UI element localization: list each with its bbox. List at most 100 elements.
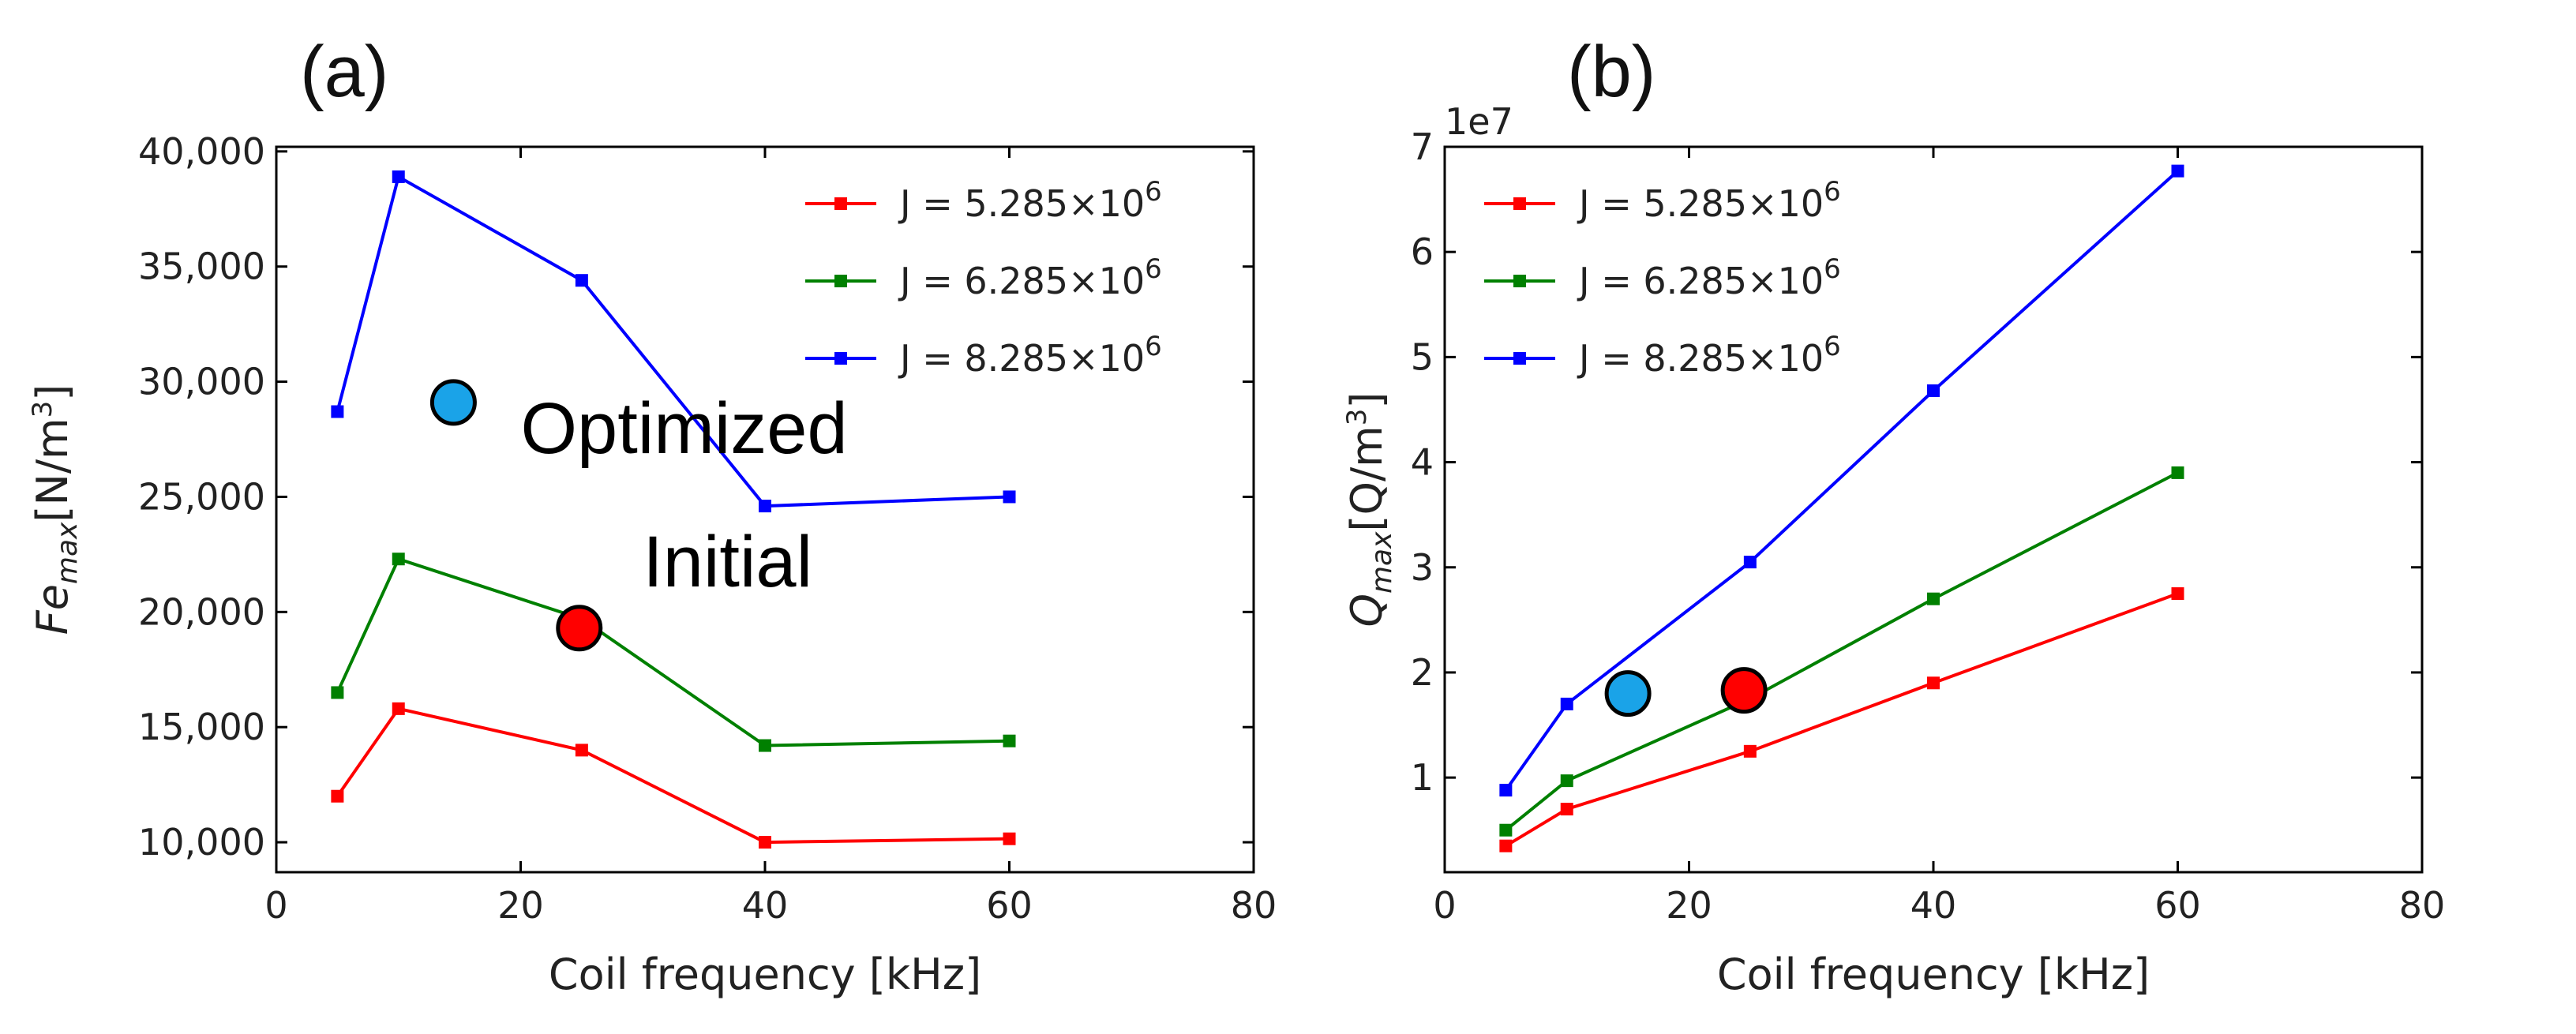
optimized-marker [429,379,477,426]
legend-label-sup: 6 [1824,176,1841,208]
series-line-1 [1505,471,2179,832]
x-tick-label: 80 [2399,884,2446,927]
y-tick-label: 10,000 [138,821,265,864]
y-tick-label: 7 [1411,126,1434,168]
annotation-optimized: Optimized [521,388,848,469]
legend-label-text: J = 5.285×10 [898,182,1145,225]
legend-label-sup: 6 [1145,176,1162,208]
legend-marker-0 [834,197,847,210]
series-point-0 [1560,803,1573,816]
series-point-0 [759,836,771,849]
y-tick-label: 6 [1411,230,1434,273]
y-tick-label: 35,000 [138,245,265,288]
legend-marker-1 [834,275,847,287]
legend-label-sup: 6 [1145,331,1162,362]
legend-marker-1 [1513,275,1526,287]
y-axis-label: Femax[N/m3] [27,384,84,635]
series-point-0 [392,702,405,715]
x-tick-label: 20 [497,884,544,927]
series-point-2 [575,274,588,287]
y-axis-label-base: Q [1342,594,1392,628]
series-point-2 [331,405,344,418]
x-axis-label: Coil frequency [kHz] [549,950,981,999]
legend-label-2: J = 8.285×106 [898,331,1162,380]
panel-label: (a) [300,32,388,112]
optimized-marker [1604,670,1652,717]
y-tick-label: 20,000 [138,590,265,633]
series-line-0 [1505,592,2179,848]
legend-marker-2 [834,352,847,365]
x-tick-label: 60 [986,884,1033,927]
legend-label-text: J = 6.285×10 [1577,260,1824,302]
y-axis-label: Qmax[Q/m3] [1341,391,1398,627]
series-point-0 [331,789,344,803]
y-axis-label-units-end: ] [1342,391,1392,408]
legend-marker-2 [1513,352,1526,365]
series-point-0 [1743,744,1757,758]
legend-label-text: J = 6.285×10 [898,260,1145,302]
y-axis-label-units-end: ] [28,384,77,401]
y-axis-label-units-sup: 3 [27,401,58,418]
series-point-2 [2171,164,2184,178]
series-point-2 [1003,490,1016,504]
legend-label-sup: 6 [1824,331,1841,362]
legend-label-sup: 6 [1824,253,1841,285]
series-point-1 [1499,823,1513,837]
x-tick-label: 60 [2154,884,2201,927]
x-tick-label: 0 [1433,884,1456,927]
series-point-2 [392,170,405,183]
series-point-1 [331,686,344,699]
y-axis-label-units-sup: 3 [1341,409,1373,426]
series-point-2 [1927,384,1940,397]
series-point-2 [1743,556,1757,569]
y-tick-label: 1 [1411,756,1434,799]
chart-panel-a: (a) 0 20 40 60 80 10,000 15,000 20,000 25,000 30,0… [27,32,1277,999]
legend-marker-0 [1513,197,1526,210]
plot-frame [1443,145,2424,874]
legend-label-sup: 6 [1145,253,1162,285]
series-point-0 [575,744,588,757]
series-point-2 [1499,784,1513,797]
x-tick-label: 20 [1666,884,1712,927]
legend-label-1: J = 6.285×106 [1577,253,1841,302]
initial-marker [556,605,603,652]
series-point-1 [1560,774,1573,788]
series-point-0 [1003,832,1016,845]
y-tick-label: 25,000 [138,475,265,518]
series-point-1 [392,553,405,566]
y-tick-label: 30,000 [138,361,265,403]
initial-marker [1720,667,1768,714]
x-axis-label: Coil frequency [kHz] [1717,950,2150,999]
series-point-1 [2171,466,2184,479]
series-point-1 [759,739,771,752]
sci-offset-label: 1e7 [1445,100,1513,143]
legend-label-0: J = 5.285×106 [1577,176,1841,225]
panel-label: (b) [1567,32,1655,112]
chart-panel-b: (b) 0 20 40 60 80 1 2 3 4 5 6 7 1e7 Coil frequency [kH… [1341,32,2445,999]
legend-label-text: J = 5.285×10 [1577,182,1824,225]
x-tick-label: 40 [742,884,789,927]
legend-label-1: J = 6.285×106 [898,253,1162,302]
series-point-2 [1560,697,1573,710]
y-tick-label: 2 [1411,651,1434,694]
y-tick-label: 15,000 [138,706,265,748]
x-tick-label: 80 [1231,884,1277,927]
x-tick-label: 40 [1910,884,1957,927]
y-axis-label-base: Fe [28,584,77,635]
series-point-2 [759,500,771,513]
y-tick-label: 4 [1411,441,1434,484]
series-point-0 [1499,839,1513,852]
y-tick-label: 5 [1411,335,1434,378]
x-tick-label: 0 [264,884,287,927]
series-line-0 [336,706,1010,845]
y-axis-label-units: [Q/m [1342,425,1392,531]
legend-label-text: J = 8.285×10 [898,337,1145,380]
series-point-0 [1927,676,1940,690]
legend-label-2: J = 8.285×106 [1577,331,1841,380]
y-tick-label: 40,000 [138,130,265,173]
y-tick-label: 3 [1411,546,1434,589]
legend-label-0: J = 5.285×106 [898,176,1162,225]
series-point-1 [1927,592,1940,605]
series-point-0 [2171,587,2184,601]
y-axis-label-sub: max [51,522,84,584]
